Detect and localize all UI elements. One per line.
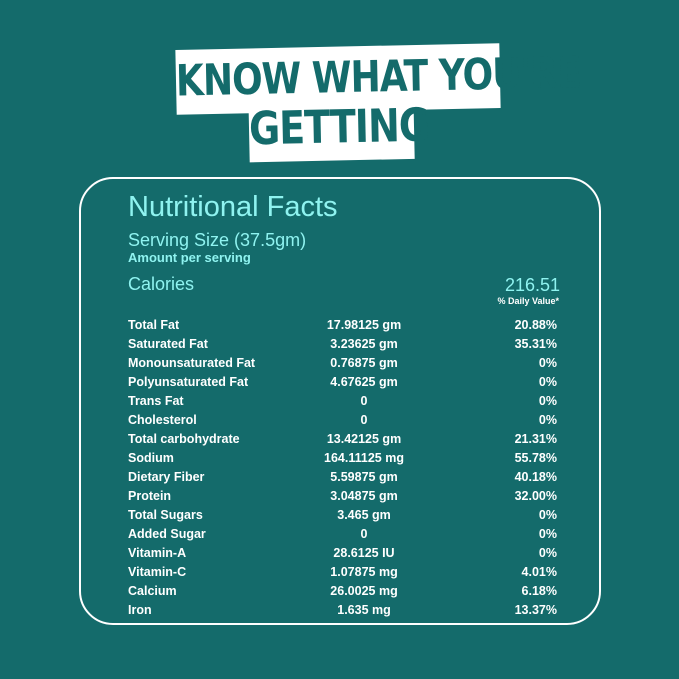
nutrient-daily-value: 40.18% (514, 470, 557, 484)
nutrient-daily-value: 20.88% (514, 318, 557, 332)
serving-size: Serving Size (37.5gm) (128, 230, 307, 250)
nutrient-daily-value: 0% (538, 508, 557, 522)
nutrient-daily-value: 13.37% (514, 603, 557, 617)
nutrient-name: Added Sugar (128, 527, 206, 541)
nutrient-daily-value: 32.00% (514, 489, 557, 503)
nutrient-daily-value: 35.31% (514, 337, 557, 351)
nutrient-amount: 164.11125 mg (324, 451, 404, 465)
nutrient-row: Calcium 26.0025 mg 6.18% (128, 582, 557, 601)
nutrient-amount: 28.6125 IU (333, 546, 395, 560)
nutrient-name: Total Fat (128, 318, 180, 332)
nutrient-name: Iron (128, 603, 152, 617)
nutrient-list: Total Fat 17.98125 gm 20.88% Saturated Fat… (128, 316, 557, 620)
nutrient-amount: 0 (360, 527, 368, 541)
nutrient-daily-value: 0% (538, 527, 557, 541)
calories-label: Calories (128, 274, 195, 294)
headline: KNOW WHAT YOU'RE GETTING (0, 0, 679, 163)
nutrient-daily-value: 6.18% (521, 584, 557, 598)
nutrient-row: Dietary Fiber 5.59875 gm 40.18% (128, 468, 557, 487)
nutrient-amount: 13.42125 gm (326, 432, 402, 446)
nutrient-amount: 5.59875 gm (330, 470, 398, 484)
nutrient-daily-value: 21.31% (514, 432, 557, 446)
nutrient-name: Total Sugars (128, 508, 203, 522)
nutrient-daily-value: 0% (538, 413, 557, 427)
nutrient-row: Saturated Fat 3.23625 gm 35.31% (128, 335, 557, 354)
nutrient-name: Saturated Fat (128, 337, 208, 351)
nutrient-amount: 3.23625 gm (330, 337, 398, 351)
nutrient-name: Polyunsaturated Fat (128, 375, 249, 389)
card-title: Nutritional Facts (128, 191, 338, 223)
nutrient-name: Trans Fat (128, 394, 184, 408)
nutrient-row: Vitamin-C 1.07875 mg 4.01% (128, 563, 557, 582)
nutrient-amount: 4.67625 gm (330, 375, 398, 389)
nutrient-daily-value: 0% (538, 546, 557, 560)
nutrient-name: Total carbohydrate (128, 432, 240, 446)
nutrient-amount: 0 (360, 394, 368, 408)
amount-per-serving-label: Amount per serving (128, 250, 251, 265)
nutrient-row: Protein 3.04875 gm 32.00% (128, 487, 557, 506)
nutrient-amount: 0.76875 gm (330, 356, 398, 370)
nutrient-row: Total carbohydrate 13.42125 gm 21.31% (128, 430, 557, 449)
nutrient-daily-value: 55.78% (514, 451, 557, 465)
nutrient-daily-value: 0% (538, 375, 557, 389)
nutrient-name: Calcium (128, 584, 177, 598)
nutrient-amount: 3.465 gm (337, 508, 391, 522)
nutrient-row: Added Sugar 0 0% (128, 525, 557, 544)
nutrient-amount: 17.98125 gm (326, 318, 402, 332)
nutrient-row: Total Fat 17.98125 gm 20.88% (128, 316, 557, 335)
nutrient-amount: 1.07875 mg (330, 565, 398, 579)
nutrient-row: Vitamin-A 28.6125 IU 0% (128, 544, 557, 563)
nutrient-row: Monounsaturated Fat 0.76875 gm 0% (128, 354, 557, 373)
nutrient-row: Polyunsaturated Fat 4.67625 gm 0% (128, 373, 557, 392)
nutrient-daily-value: 0% (538, 394, 557, 408)
nutrient-name: Vitamin-C (128, 565, 187, 579)
nutrient-name: Vitamin-A (128, 546, 187, 560)
nutrient-name: Monounsaturated Fat (128, 356, 256, 370)
nutrient-name: Cholesterol (128, 413, 197, 427)
nutrient-name: Sodium (128, 451, 174, 465)
nutrient-row: Iron 1.635 mg 13.37% (128, 601, 557, 620)
nutrient-amount: 26.0025 mg (330, 584, 398, 598)
nutrient-name: Dietary Fiber (128, 470, 205, 484)
nutrition-facts-card: Nutritional Facts Serving Size (37.5gm) … (79, 177, 601, 625)
nutrient-amount: 3.04875 gm (330, 489, 398, 503)
calories-value: 216.51 (504, 275, 560, 295)
nutrient-name: Protein (128, 489, 172, 503)
nutrient-row: Sodium 164.11125 mg 55.78% (128, 449, 557, 468)
headline-line-2: GETTING (248, 91, 430, 163)
nutrient-daily-value: 0% (538, 356, 557, 370)
nutrient-row: Total Sugars 3.465 gm 0% (128, 506, 557, 525)
nutrient-row: Trans Fat 0 0% (128, 392, 557, 411)
nutrient-row: Cholesterol 0 0% (128, 411, 557, 430)
nutrient-amount: 0 (360, 413, 368, 427)
daily-value-header: % Daily Value* (497, 296, 559, 306)
nutrient-daily-value: 4.01% (521, 565, 557, 579)
nutrient-amount: 1.635 mg (337, 603, 391, 617)
